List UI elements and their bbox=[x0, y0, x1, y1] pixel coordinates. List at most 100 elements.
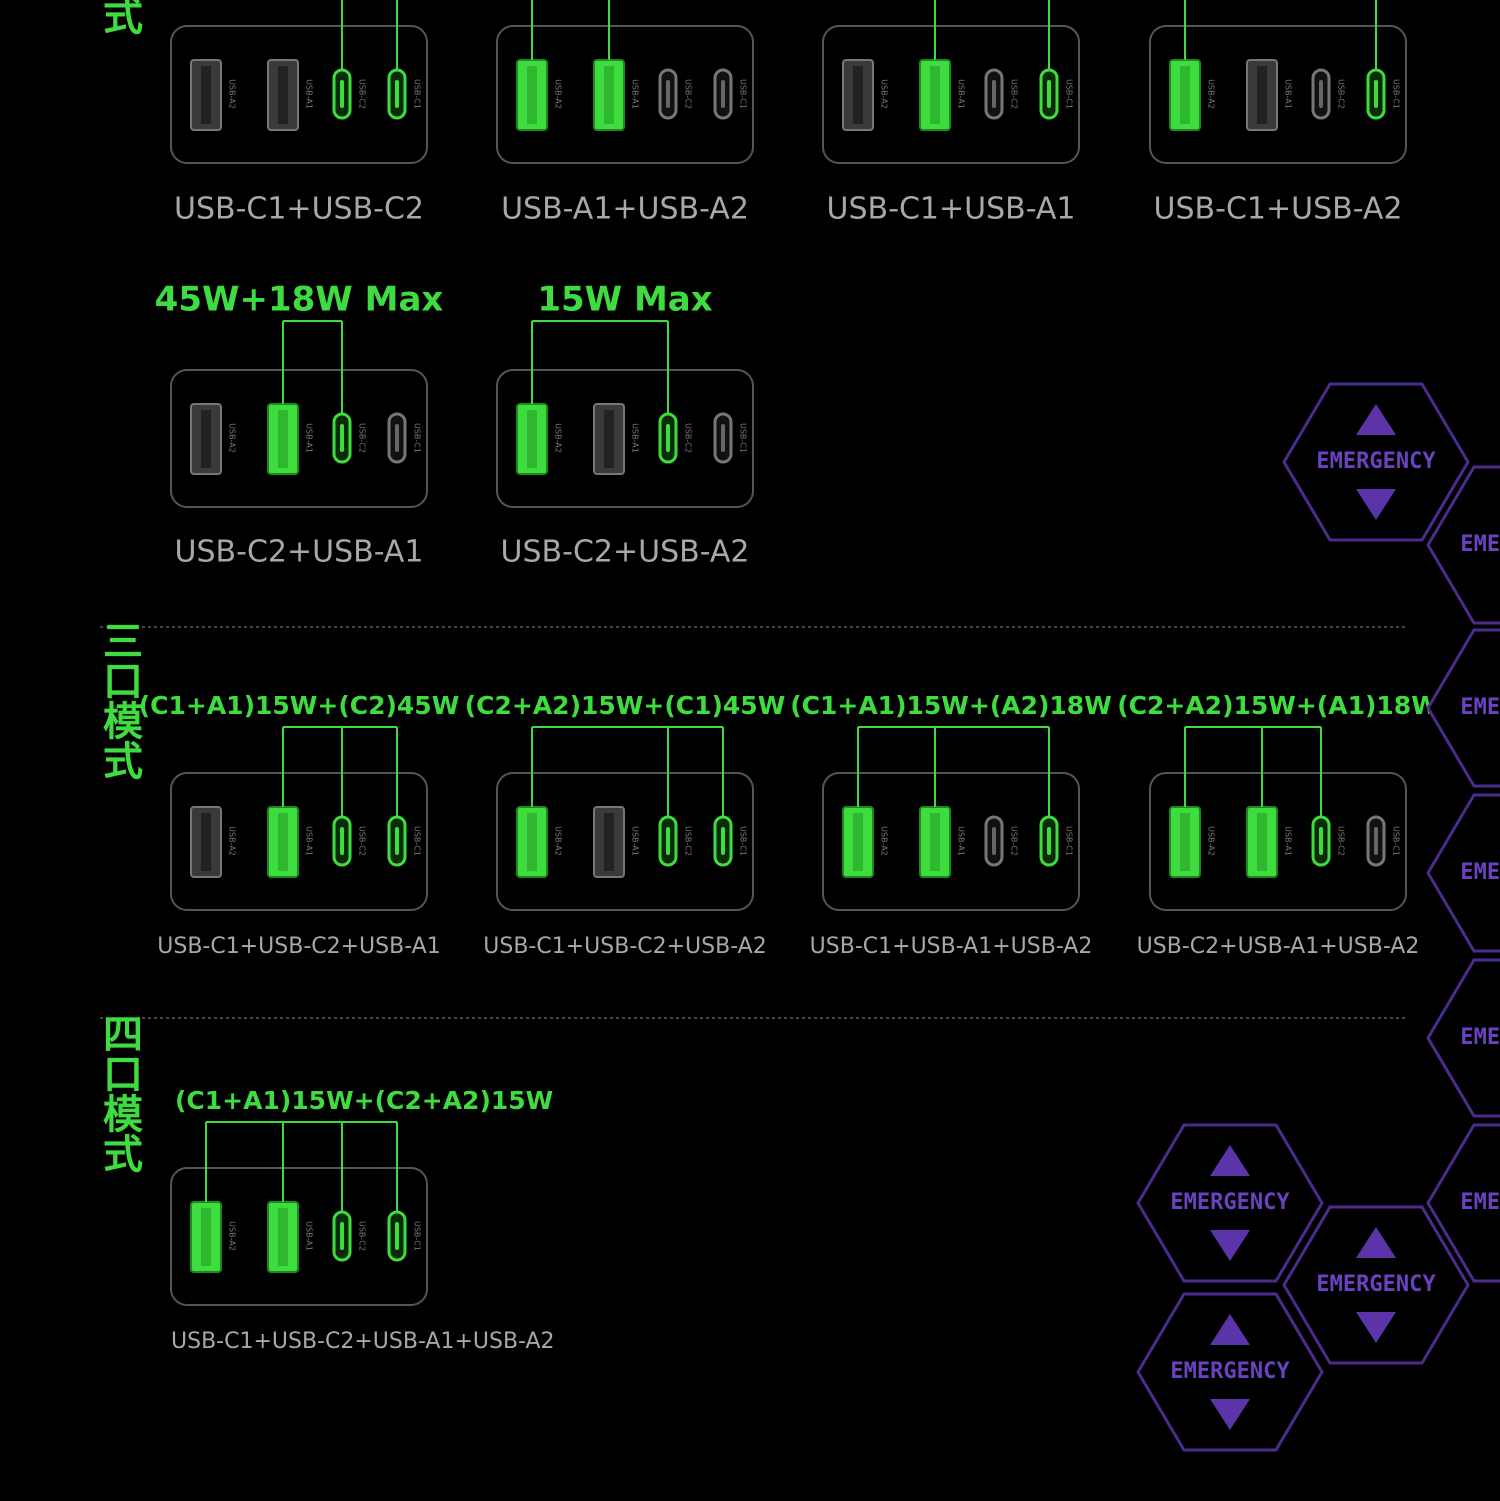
usb-a-tongue bbox=[930, 813, 940, 871]
section-title: 口模式 bbox=[96, 0, 143, 35]
power-label: (C1+A1)15W+(A2)18W bbox=[790, 691, 1112, 720]
usb-c-tongue bbox=[395, 80, 399, 108]
port-caption: USB-C1+USB-C2+USB-A2 bbox=[483, 934, 766, 959]
emergency-text: EMERGENCY bbox=[1170, 1190, 1290, 1215]
section-title: 四口模式 bbox=[96, 1013, 143, 1173]
hexagon bbox=[1426, 1123, 1500, 1283]
emergency-text: EMERGENCY bbox=[1460, 1190, 1500, 1215]
port-label: USB-A2 bbox=[554, 826, 563, 856]
usb-a-tongue bbox=[278, 410, 288, 468]
port-caption: USB-C1+USB-C2+USB-A1 bbox=[157, 934, 440, 959]
port-label: USB-A1 bbox=[957, 826, 966, 856]
usb-a-tongue bbox=[604, 410, 614, 468]
hexagon bbox=[1426, 465, 1500, 625]
port-label: USB-C1 bbox=[413, 826, 422, 856]
emergency-badge: EMERGENCY bbox=[1426, 793, 1500, 953]
charger-body bbox=[822, 25, 1080, 164]
usb-c-tongue bbox=[395, 827, 399, 855]
usb-c-tongue bbox=[666, 424, 670, 452]
port-label: USB-A1 bbox=[957, 79, 966, 109]
arrow-up bbox=[1356, 1227, 1396, 1258]
usb-c-tongue bbox=[666, 80, 670, 108]
usb-a-tongue bbox=[853, 813, 863, 871]
emergency-text: EMERGENCY bbox=[1460, 1025, 1500, 1050]
emergency-text: EMERGENCY bbox=[1460, 532, 1500, 557]
usb-a-tongue bbox=[604, 66, 614, 124]
port-label: USB-C1 bbox=[1392, 79, 1401, 109]
port-label: USB-C2 bbox=[1337, 826, 1346, 856]
usb-a-tongue bbox=[604, 813, 614, 871]
usb-a-tongue bbox=[278, 813, 288, 871]
charger-mode: USB-A2 USB-A1 USB-C2 USB-C1 USB-C1+USB-C2 bbox=[170, 0, 428, 227]
power-label: (C2+A2)15W+(C1)45W bbox=[465, 691, 786, 720]
power-label: (C1+A1)15W+(C2+A2)15W bbox=[175, 1086, 553, 1115]
charger-body bbox=[1149, 772, 1407, 911]
usb-c-tongue bbox=[340, 827, 344, 855]
port-label: USB-C2 bbox=[358, 79, 367, 109]
charger-mode: USB-A2 USB-A1 USB-C2 USB-C1 USB-C1+USB-A2 bbox=[1149, 0, 1407, 227]
port-label: USB-C1 bbox=[413, 79, 422, 109]
port-caption: USB-C1+USB-A1+USB-A2 bbox=[810, 934, 1093, 959]
port-label: USB-C1 bbox=[1065, 79, 1074, 109]
emergency-badge: EMERGENCY bbox=[1426, 1123, 1500, 1283]
usb-c-tongue bbox=[1319, 827, 1323, 855]
usb-a-tongue bbox=[201, 66, 211, 124]
port-label: USB-A1 bbox=[1284, 826, 1293, 856]
usb-a-tongue bbox=[527, 410, 537, 468]
port-label: USB-A2 bbox=[554, 423, 563, 453]
port-label: USB-A2 bbox=[880, 826, 889, 856]
arrow-up bbox=[1210, 1145, 1250, 1176]
port-label: USB-C2 bbox=[1010, 79, 1019, 109]
usb-a-tongue bbox=[1180, 813, 1190, 871]
port-label: USB-A2 bbox=[880, 79, 889, 109]
power-label: (C2+A2)15W+(A1)18W bbox=[1117, 691, 1439, 720]
arrow-up bbox=[1356, 404, 1396, 435]
hexagon bbox=[1282, 1205, 1470, 1365]
charger-mode: USB-A2 USB-A1 USB-C2 USB-C1 (C2+A2)15W+(A1)1… bbox=[1117, 691, 1439, 959]
charger-body bbox=[822, 772, 1080, 911]
usb-a-tongue bbox=[527, 813, 537, 871]
usb-c-tongue bbox=[395, 424, 399, 452]
usb-a-tongue bbox=[1257, 66, 1267, 124]
charger-mode: USB-A2 USB-A1 USB-C2 USB-C1 (C1+A1)15W+(A2)1… bbox=[790, 691, 1112, 959]
arrow-up bbox=[1210, 1314, 1250, 1345]
charger-body bbox=[170, 772, 428, 911]
port-caption: USB-C1+USB-A1 bbox=[827, 192, 1076, 227]
port-label: USB-A1 bbox=[631, 826, 640, 856]
port-label: USB-C1 bbox=[739, 826, 748, 856]
emergency-text: EMERGENCY bbox=[1316, 1272, 1436, 1297]
charger-mode: USB-A2 USB-A1 USB-C2 USB-C1 (C2+A2)15W+(C1)4… bbox=[465, 691, 786, 959]
port-label: USB-C2 bbox=[1010, 826, 1019, 856]
charger-mode: USB-A2 USB-A1 USB-C2 USB-C1 (C1+A1)15W+(C2)4… bbox=[139, 691, 460, 959]
charger-body bbox=[170, 369, 428, 508]
emergency-text: EMERGENCY bbox=[1170, 1359, 1290, 1384]
usb-c-tongue bbox=[1319, 80, 1323, 108]
emergency-badge: EMERGENCY bbox=[1426, 465, 1500, 625]
usb-a-tongue bbox=[278, 66, 288, 124]
port-label: USB-C2 bbox=[1337, 79, 1346, 109]
usb-c-tongue bbox=[666, 827, 670, 855]
emergency-badge: EMERGENCY bbox=[1282, 1205, 1470, 1365]
emergency-text: EMERGENCY bbox=[1460, 860, 1500, 885]
port-caption: USB-A1+USB-A2 bbox=[501, 192, 749, 227]
usb-c-tongue bbox=[721, 827, 725, 855]
port-label: USB-A1 bbox=[1284, 79, 1293, 109]
port-label: USB-C1 bbox=[739, 423, 748, 453]
port-label: USB-A2 bbox=[228, 1221, 237, 1251]
port-caption: USB-C1+USB-C2+USB-A1+USB-A2 bbox=[171, 1329, 555, 1354]
emergency-text: EMERGENCY bbox=[1460, 695, 1500, 720]
charger-mode: USB-A2 USB-A1 USB-C2 USB-C1 USB-C1+USB-A1 bbox=[822, 0, 1080, 227]
port-label: USB-C1 bbox=[413, 423, 422, 453]
emergency-badge: EMERGENCY bbox=[1426, 958, 1500, 1118]
usb-c-tongue bbox=[721, 80, 725, 108]
port-caption: USB-C2+USB-A2 bbox=[501, 535, 750, 570]
port-caption: USB-C1+USB-A2 bbox=[1154, 192, 1403, 227]
port-label: USB-A2 bbox=[1207, 79, 1216, 109]
usb-a-tongue bbox=[527, 66, 537, 124]
arrow-down bbox=[1356, 1312, 1396, 1343]
port-label: USB-A1 bbox=[305, 423, 314, 453]
usb-c-tongue bbox=[1047, 80, 1051, 108]
charger-mode: USB-A2 USB-A1 USB-C2 USB-C1 15W Max USB-C2+US… bbox=[496, 280, 754, 570]
